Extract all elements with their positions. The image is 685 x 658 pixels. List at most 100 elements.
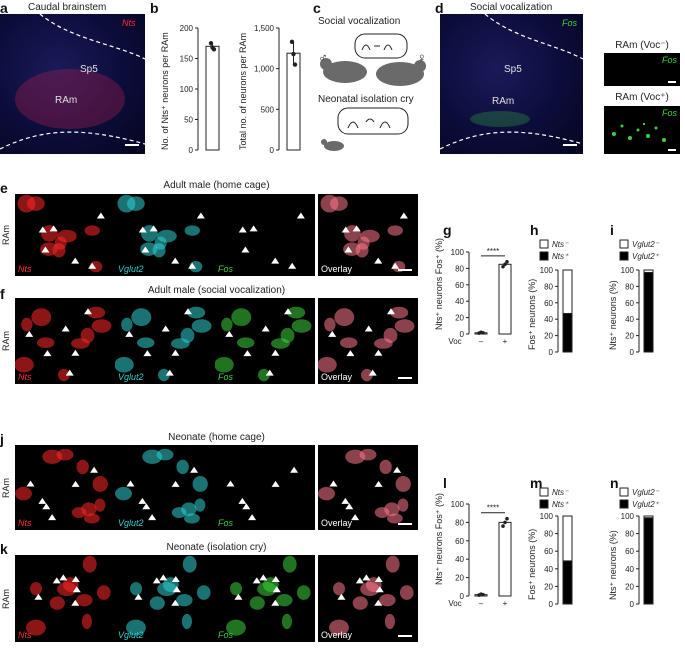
panel-f-nts-image: Nts [15,298,115,384]
scale-bar [398,523,412,525]
panel-e-overlay-cells [320,194,408,273]
panel-k-title: Neonate (isolation cry) [166,542,267,553]
panel-f-nts-cells [15,306,112,382]
legend-label: Vglut2⁻ [632,488,660,497]
legend-label: Nts⁻ [552,240,569,249]
y-tick-label: 150 [180,55,194,64]
female-symbol: ♀ [417,50,427,65]
y-tick-label: 1,500 [254,24,275,33]
bar [498,521,512,597]
panel-j-fos-cells [226,466,299,521]
panel-c-social-illustration [320,33,426,86]
panel-e-title: Adult male (home cage) [163,180,270,191]
chart-m: 0 20 40 60 80 100 [540,512,573,609]
chart-b-right: 0 500 1,000 1,500 [254,24,301,154]
panel-k-fos-cells [226,555,311,636]
y-tick-label: 60 [455,281,464,290]
panel-k-side-label: RAm [1,588,11,609]
stacked-segment [643,517,654,605]
y-tick-label: 60 [455,537,464,546]
panel-a-image [0,14,145,154]
legend-swatch [619,487,629,497]
panel-k-channel-label: Vglut2 [118,630,144,640]
panel-e-side-label: RAm [1,225,11,245]
significance-stars: **** [487,504,499,513]
y-tick-label: 60 [544,299,553,308]
panel-e-vglut2-image: Vglut2 [115,194,215,276]
panel-f-fos-image: Fos [215,298,315,384]
panel-a-overlay [0,14,145,150]
y-tick-label: 0 [549,600,554,609]
panel-f-title: Adult male (social vocalization) [147,285,286,296]
legend-label: Nts⁻ [552,488,569,497]
legend-swatch [539,487,549,497]
y-tick-label: 0 [460,330,465,339]
y-tick-label: 100 [180,85,194,94]
panel-a-region-sp5: Sp5 [80,64,98,75]
panel-a-region-ram: RAm [55,95,78,106]
y-tick-label: 50 [184,116,193,125]
panel-j-nts-image: Nts [15,445,115,530]
panel-d-overlay [440,14,583,150]
panel-e-fos-cells [238,212,305,269]
panel-e-nts-cells [17,194,105,273]
panel-j-title: Neonate (home cage) [168,432,265,443]
panel-l-letter: l [443,475,447,491]
legend-h: Nts⁻ Nts⁺ [539,239,569,261]
panel-c-isolation-label: Neonatal isolation cry [318,94,414,105]
y-tick-label: 100 [451,500,465,509]
bar [205,45,220,151]
panel-j-channel-label: Nts [18,518,32,528]
panel-h-letter: h [530,222,539,238]
panel-b-letter: b [150,0,159,16]
y-tick-label: 40 [544,315,553,324]
panel-f-overlay-cells [318,306,415,382]
y-tick-label: 40 [455,297,464,306]
panel-k-vglut2-image: Vglut2 [115,555,215,642]
data-point [505,516,509,521]
panel-e-channel-label: Overlay [321,264,353,274]
panel-j-overlay-image: Overlay [318,445,418,530]
legend-label: Nts⁺ [552,500,569,509]
panel-j-letter: j [0,431,4,447]
y-tick-label: 60 [625,299,634,308]
y-tick-label: 100 [540,266,554,275]
panel-n-letter: n [610,475,619,491]
y-tick-label: 40 [625,315,634,324]
panel-e-fos-image: Fos [215,194,315,276]
panel-j-channel-label: Vglut2 [118,518,144,528]
scale-bar [398,269,412,271]
data-point [505,260,509,264]
significance-stars: **** [487,247,499,256]
legend-i: Vglut2⁻ Vglut2⁺ [619,239,660,261]
panel-d-inset-top-stain: Fos [661,55,677,65]
panel-k-channel-label: Fos [218,630,234,640]
y-tick-label: 0 [189,146,194,154]
data-point [211,47,217,52]
panel-j-vglut2-image: Vglut2 [115,445,215,530]
panel-k-fos-image: Fos [215,555,315,642]
panel-k-nts-image: Nts [15,555,115,642]
panel-e-channel-label: Fos [218,264,234,274]
panel-d-title: Social vocalization [470,2,553,13]
panel-f-channel-label: Fos [218,372,234,382]
panel-k-overlay-cells [329,555,414,636]
stacked-segment [562,560,573,605]
y-tick-label: 100 [621,512,635,521]
panel-d-region-sp5: Sp5 [504,64,522,75]
scale-bar [398,635,412,637]
x-tick-label: + [503,337,508,346]
y-tick-label: 20 [544,332,553,341]
y-tick-label: 60 [625,547,634,556]
panel-e-overlay-image: Overlay [318,194,418,276]
panel-d-image [440,14,583,154]
x-tick-label: – [479,599,484,608]
panel-d-region-ram: RAm [492,96,515,107]
panel-j-overlay-cells [318,448,411,524]
y-tick-label: 20 [625,332,634,341]
panel-f-channel-label: Nts [18,372,32,382]
data-point [503,520,507,525]
y-tick-label: 500 [261,105,275,114]
legend-label: Vglut2⁻ [632,240,660,249]
legend-n: Vglut2⁻ Vglut2⁺ [619,487,660,509]
